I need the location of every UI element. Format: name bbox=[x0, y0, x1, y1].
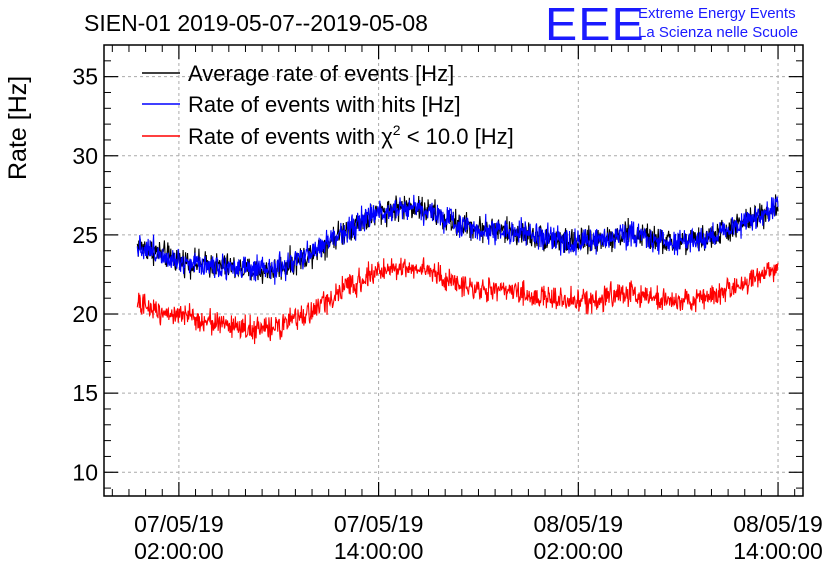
series-line-2 bbox=[136, 194, 779, 285]
y-tick-label: 30 bbox=[72, 143, 98, 169]
x-tick-label-date: 08/05/19 bbox=[733, 511, 823, 537]
y-tick-label: 25 bbox=[72, 222, 98, 248]
x-tick-label-date: 07/05/19 bbox=[334, 511, 424, 537]
legend-label-2: Rate of events with hits [Hz] bbox=[188, 92, 461, 117]
logo-line-1: Extreme Energy Events bbox=[638, 5, 796, 22]
x-tick-label-date: 08/05/19 bbox=[534, 511, 624, 537]
series-layer bbox=[136, 194, 779, 345]
legend: Average rate of events [Hz] Rate of event… bbox=[142, 61, 514, 149]
chart-title: SIEN-01 2019-05-07--2019-05-08 bbox=[84, 10, 428, 36]
legend-label-3: Rate of events with χ2 < 10.0 [Hz] bbox=[188, 122, 514, 149]
series-line-3 bbox=[136, 257, 779, 345]
logo-line-2: La Scienza nelle Scuole bbox=[638, 24, 799, 41]
x-tick-label-time: 02:00:00 bbox=[534, 538, 624, 564]
legend-label-1: Average rate of events [Hz] bbox=[188, 61, 454, 86]
x-tick-label-time: 14:00:00 bbox=[334, 538, 424, 564]
axes: 10152025303507/05/1902:00:0007/05/1914:0… bbox=[72, 44, 823, 564]
y-tick-label: 15 bbox=[72, 380, 98, 406]
x-tick-label-date: 07/05/19 bbox=[134, 511, 224, 537]
y-tick-label: 10 bbox=[72, 459, 98, 485]
x-tick-label-time: 02:00:00 bbox=[134, 538, 224, 564]
y-tick-label: 35 bbox=[72, 64, 98, 90]
x-tick-label-time: 14:00:00 bbox=[733, 538, 823, 564]
plot-frame bbox=[103, 44, 804, 497]
eee-logo-text: Extreme Energy Events La Scienza nelle S… bbox=[638, 4, 798, 42]
series-line-1 bbox=[136, 194, 779, 284]
y-tick-label: 20 bbox=[72, 301, 98, 327]
eee-logo-mark: EEE bbox=[545, 0, 645, 50]
